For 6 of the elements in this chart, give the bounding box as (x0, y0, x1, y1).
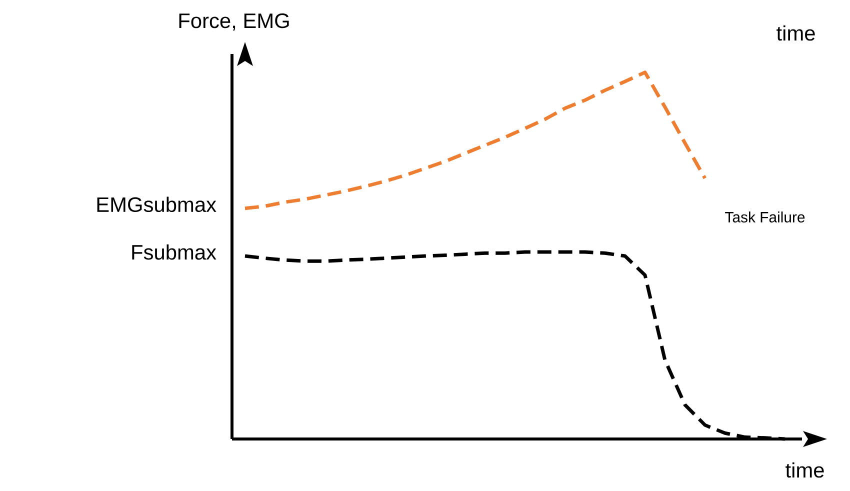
annotation: Task Failure (725, 212, 805, 222)
y-axis-title: Force, EMG (179, 13, 289, 31)
x-axis-title: time (786, 462, 824, 478)
series-label: EMGsubmax (97, 196, 216, 212)
series-label: Fsubmax (132, 244, 216, 260)
text: time (776, 25, 815, 41)
